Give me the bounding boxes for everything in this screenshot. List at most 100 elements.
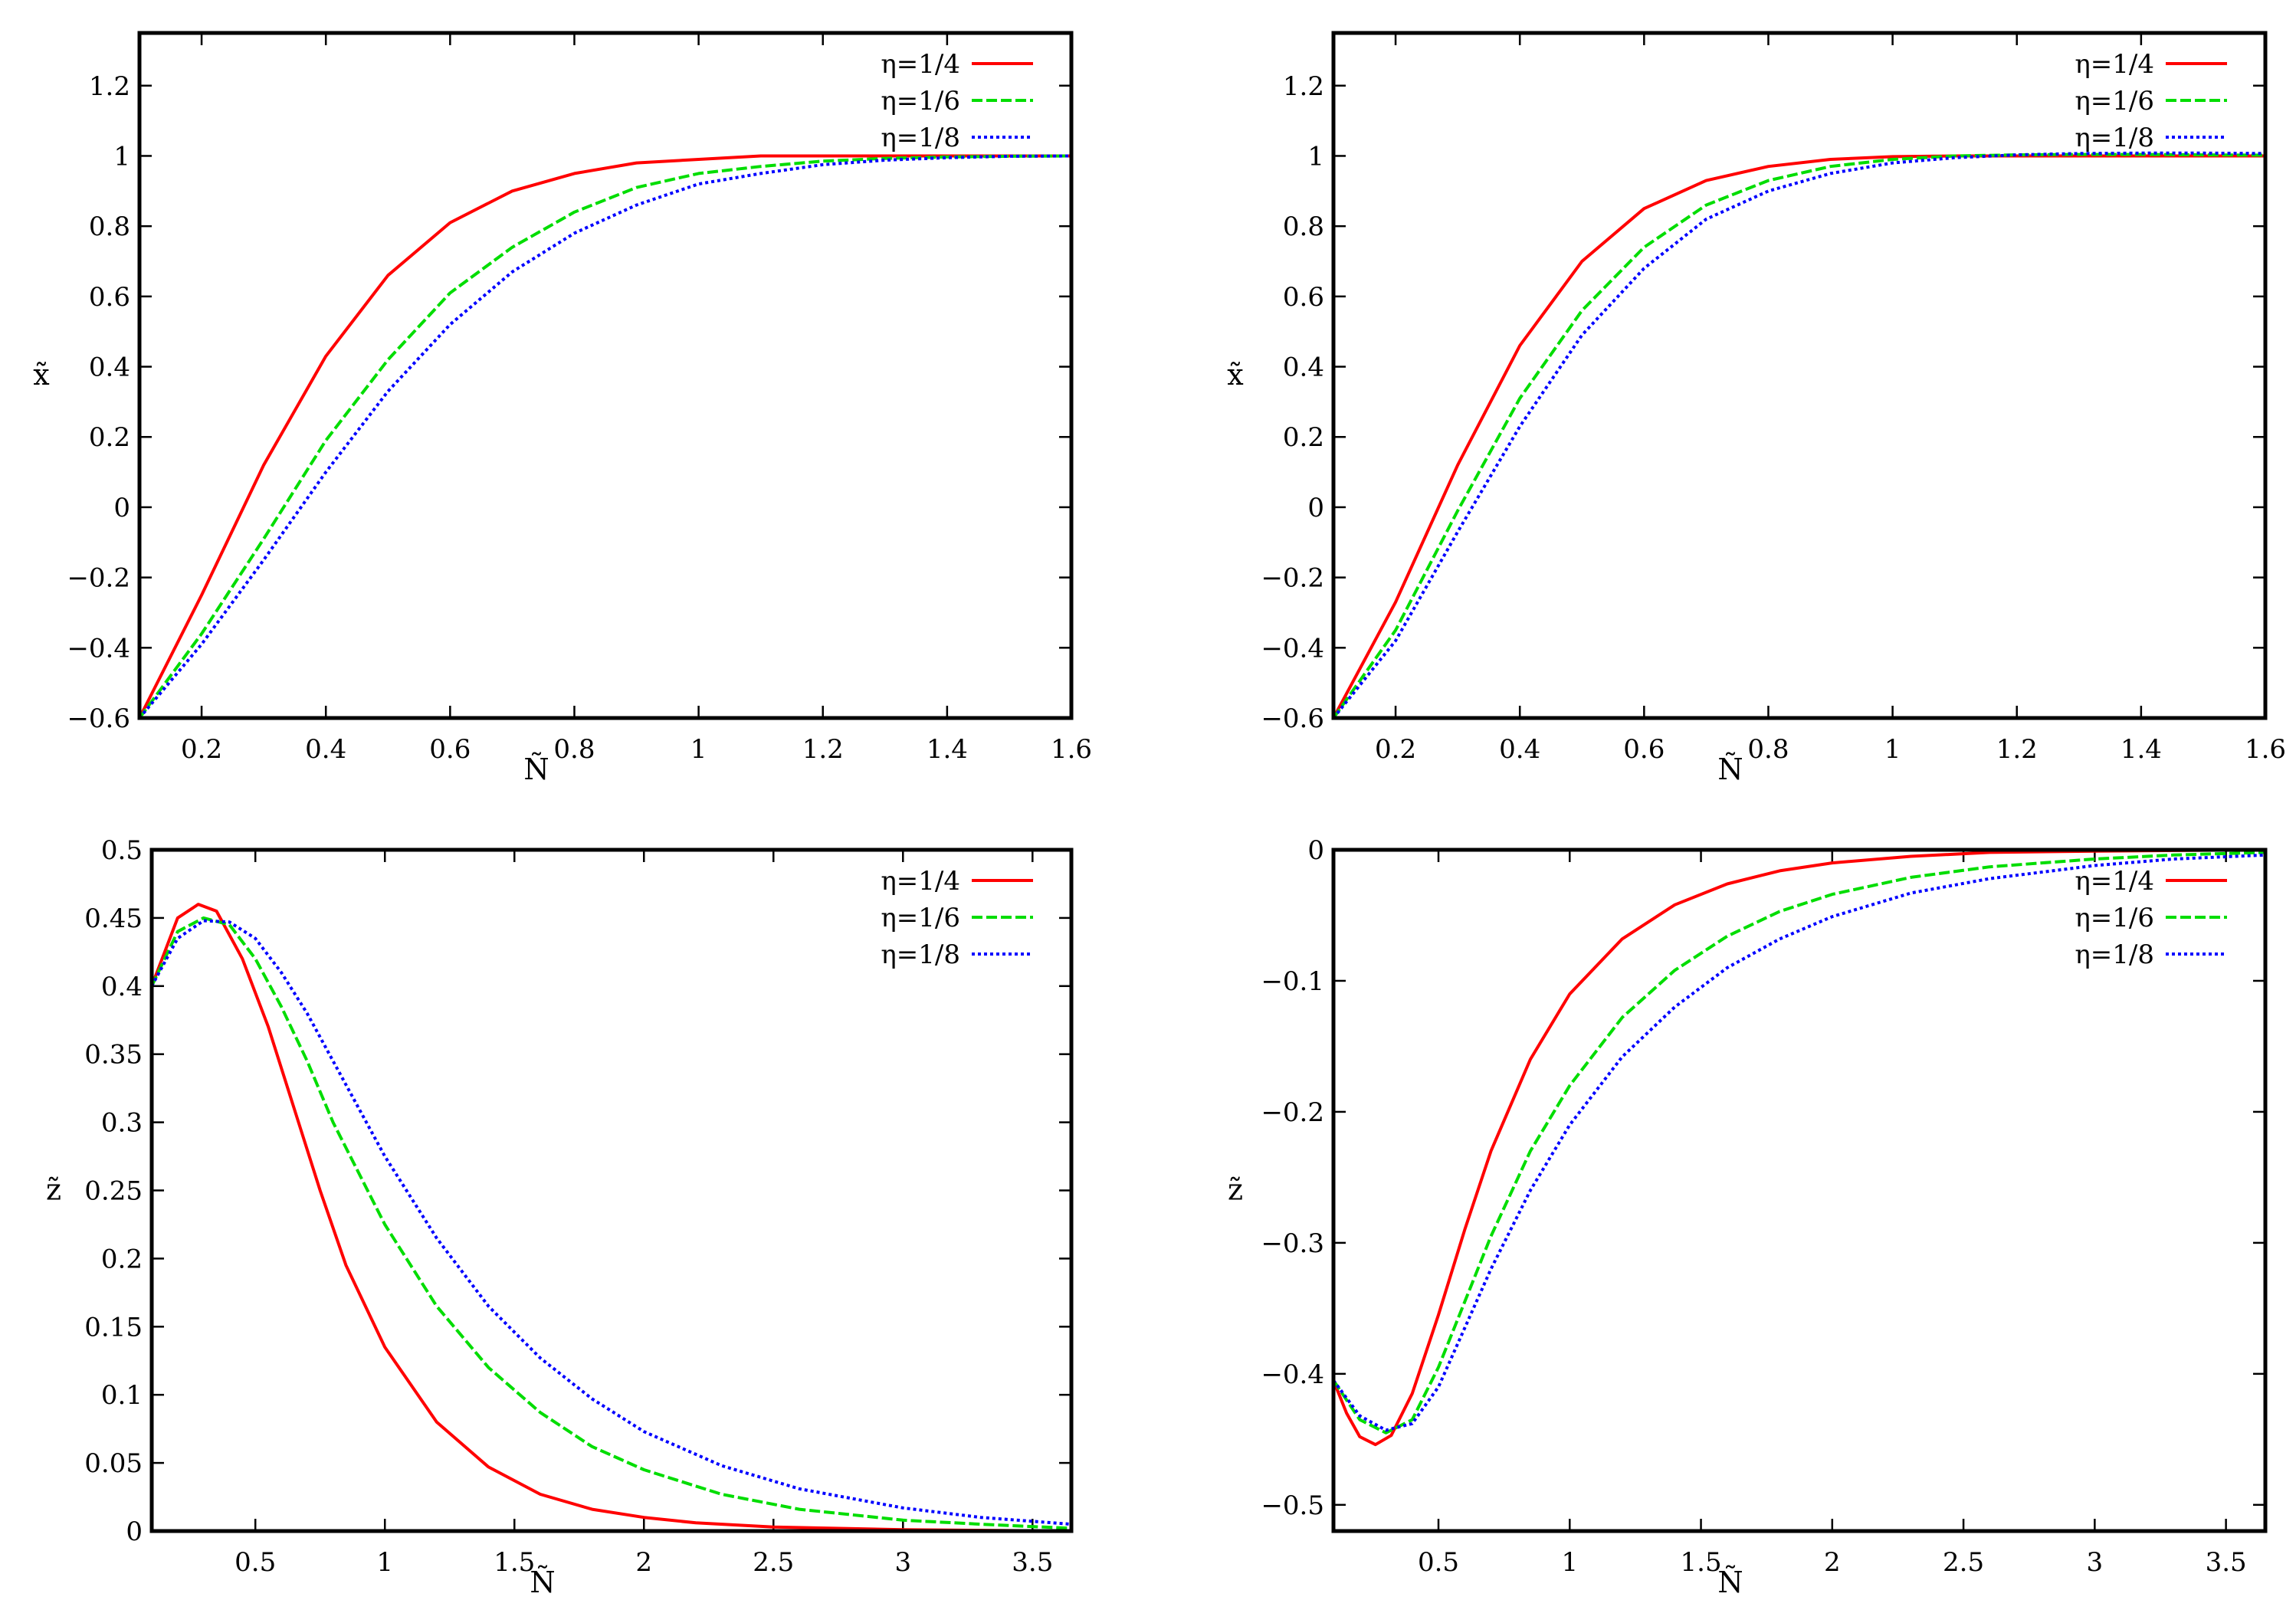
x-tick-label: 0.8 xyxy=(1747,734,1789,765)
legend-label: η=1/4 xyxy=(881,49,960,80)
x-tick-label: 1 xyxy=(1561,1547,1578,1578)
x-tick-label: 1.2 xyxy=(1996,734,2038,765)
y-tick-label: 0.6 xyxy=(1283,282,1324,313)
y-tick-label: −0.1 xyxy=(1261,966,1324,997)
chart-bottom-left: 0.5 1 1.5 2 2.5 3 3.5 0 0.05 0.1 0.15 0.2 0.25 0.3 0.3… xyxy=(46,835,1074,1599)
y-tick-label: 0.3 xyxy=(101,1108,143,1139)
y-tick-label: −0.4 xyxy=(67,633,130,664)
y-tick-label: −0.2 xyxy=(67,563,130,594)
y-tick-label: 0.25 xyxy=(84,1176,143,1207)
y-tick-label: 0 xyxy=(1307,835,1324,866)
x-tick-label: 2 xyxy=(1824,1547,1841,1578)
chart-bottom-right: 0.5 1 1.5 2 2.5 3 3.5 −0.5 −0.4 −0.3 −0.2 −0.1 0 Ñz̃ η… xyxy=(1228,835,2268,1599)
x-tick-label: 2.5 xyxy=(753,1547,794,1578)
y-tick-label: 0.4 xyxy=(89,352,130,383)
x-tick-label: 0.2 xyxy=(1375,734,1416,765)
x-tick-label: 1.5 xyxy=(494,1547,535,1578)
x-axis-label: Ñ xyxy=(1717,752,1743,786)
series-line-3 xyxy=(1333,853,2265,1432)
y-axis-label: z̃ xyxy=(46,1173,61,1207)
y-tick-label: 0.35 xyxy=(84,1040,143,1071)
y-axis-label: x̃ xyxy=(33,358,49,392)
chart-top-right: 0.2 0.4 0.6 0.8 1 1.2 1.4 1.6 −0.6 −0.4 −0.2 0 0.2 0.… xyxy=(1227,31,2286,786)
x-tick-label: 1.6 xyxy=(2245,734,2286,765)
y-tick-label: 0.6 xyxy=(89,282,130,313)
legend-label: η=1/8 xyxy=(881,939,960,970)
x-tick-label: 0.8 xyxy=(553,734,595,765)
x-tick-label: 1.6 xyxy=(1051,734,1092,765)
plot-frame xyxy=(149,848,1074,1533)
chart-top-left: 0.2 0.4 0.6 0.8 1 1.2 1.4 1.6 −0.6 −0.4 −0.2 0 0.2 0.… xyxy=(33,31,1092,786)
series-line-1 xyxy=(139,154,1071,718)
plot-frame xyxy=(1331,31,2268,720)
x-tick-label: 2 xyxy=(635,1547,652,1578)
y-tick-label: 0 xyxy=(126,1516,143,1547)
y-tick-label: −0.4 xyxy=(1261,1359,1324,1390)
series-line-2 xyxy=(1333,851,2265,1434)
series-line-3 xyxy=(152,919,1071,1526)
y-tick-label: −0.6 xyxy=(67,703,130,734)
x-tick-label: 0.4 xyxy=(1499,734,1540,765)
y-tick-label: 0 xyxy=(113,493,130,523)
legend-label: η=1/6 xyxy=(881,86,960,116)
legend-label: η=1/4 xyxy=(2075,49,2154,80)
x-tick-label: 1.4 xyxy=(2121,734,2162,765)
y-tick-label: 1.2 xyxy=(89,71,130,102)
y-tick-label: 0.4 xyxy=(1283,352,1324,383)
y-tick-label: 0.2 xyxy=(101,1244,143,1274)
y-tick-label: 0.15 xyxy=(84,1312,143,1343)
y-tick-label: −0.3 xyxy=(1261,1228,1324,1259)
x-tick-label: 0.2 xyxy=(181,734,222,765)
y-tick-label: 0.2 xyxy=(1283,422,1324,453)
legend-label: η=1/4 xyxy=(881,866,960,897)
series-line-1 xyxy=(152,903,1071,1531)
y-tick-label: 0.8 xyxy=(89,211,130,242)
x-tick-label: 0.5 xyxy=(1418,1547,1459,1578)
x-tick-label: 3.5 xyxy=(1012,1547,1053,1578)
y-tick-label: −0.5 xyxy=(1261,1490,1324,1521)
y-tick-label: 0 xyxy=(1307,493,1324,523)
x-tick-label: 3 xyxy=(2087,1547,2104,1578)
y-tick-label: 0.45 xyxy=(84,903,143,934)
legend-label: η=1/8 xyxy=(2075,123,2154,153)
y-axis-label: z̃ xyxy=(1228,1173,1243,1207)
series-line-2 xyxy=(1333,152,2265,718)
y-tick-label: 0.4 xyxy=(101,972,143,1002)
y-tick-label: −0.2 xyxy=(1261,1097,1324,1128)
legend-label: η=1/4 xyxy=(2075,866,2154,897)
y-tick-label: −0.4 xyxy=(1261,633,1324,664)
y-tick-label: 0.2 xyxy=(89,422,130,453)
x-tick-label: 3.5 xyxy=(2206,1547,2247,1578)
x-tick-label: 1 xyxy=(1884,734,1901,765)
y-tick-label: 0.1 xyxy=(101,1380,143,1411)
y-axis-label: x̃ xyxy=(1227,358,1243,392)
y-tick-label: −0.2 xyxy=(1261,563,1324,594)
y-tick-label: −0.6 xyxy=(1261,703,1324,734)
x-tick-label: 0.6 xyxy=(429,734,471,765)
x-axis-label: Ñ xyxy=(530,1566,555,1599)
plot-frame xyxy=(137,31,1074,720)
y-tick-label: 1.2 xyxy=(1283,71,1324,102)
x-tick-label: 1.5 xyxy=(1681,1547,1722,1578)
x-tick-label: 1 xyxy=(690,734,707,765)
plot-frame xyxy=(1331,848,2268,1533)
legend-label: η=1/8 xyxy=(881,123,960,153)
x-tick-label: 0.5 xyxy=(235,1547,276,1578)
y-tick-label: 1 xyxy=(1307,141,1324,172)
series-line-2 xyxy=(152,916,1071,1530)
legend-label: η=1/6 xyxy=(2075,86,2154,116)
legend-label: η=1/6 xyxy=(2075,903,2154,933)
y-tick-label: 0.8 xyxy=(1283,211,1324,242)
series-line-2 xyxy=(139,154,1071,718)
x-tick-label: 0.4 xyxy=(305,734,346,765)
y-tick-label: 1 xyxy=(113,141,130,172)
series-line-1 xyxy=(1333,850,2265,1447)
x-tick-label: 1.2 xyxy=(802,734,844,765)
legend-label: η=1/8 xyxy=(2075,939,2154,970)
x-tick-label: 3 xyxy=(894,1547,911,1578)
x-tick-label: 0.6 xyxy=(1623,734,1665,765)
y-tick-label: 0.05 xyxy=(84,1448,143,1479)
x-tick-label: 1 xyxy=(376,1547,393,1578)
x-tick-label: 2.5 xyxy=(1943,1547,1984,1578)
